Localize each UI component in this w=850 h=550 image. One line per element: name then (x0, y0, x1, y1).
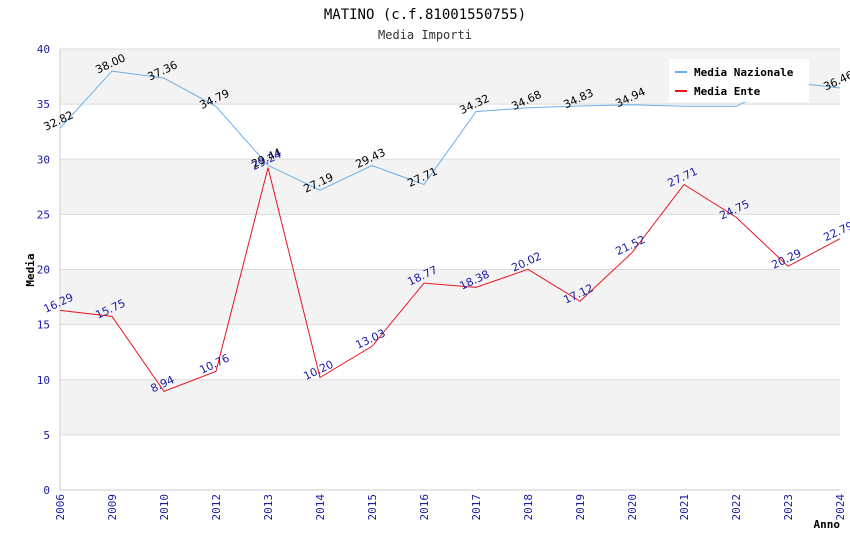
x-tick-label: 2010 (158, 494, 171, 521)
x-axis-label: Anno (814, 518, 841, 531)
data-label: 32.82 (41, 108, 75, 133)
data-label: 20.29 (769, 247, 803, 272)
x-tick-label: 2018 (522, 494, 535, 521)
y-tick-label: 35 (37, 98, 50, 111)
y-tick-label: 5 (43, 429, 50, 442)
legend-label: Media Nazionale (694, 66, 794, 79)
y-tick-label: 10 (37, 374, 50, 387)
chart-title: MATINO (c.f.81001550755) (324, 7, 526, 23)
series-line (59, 70, 841, 191)
legend-box (669, 59, 809, 102)
x-tick-label: 2016 (418, 494, 431, 521)
legend: Media Nazionale Media Ente (669, 59, 809, 102)
series-line (59, 167, 841, 393)
x-tick-label: 2019 (574, 494, 587, 521)
grid-bands (60, 49, 840, 435)
x-tick-labels: 2006 2009 2010 2012 2013 2014 2015 2016 2017 2018… (54, 494, 847, 521)
legend-label: Media Ente (694, 85, 761, 98)
grid-lines (60, 48, 840, 436)
y-tick-label: 20 (37, 264, 50, 277)
grid-band (60, 269, 840, 325)
x-tick-label: 2020 (626, 494, 639, 521)
x-tick-label: 2021 (678, 494, 691, 521)
x-tick-label: 2009 (106, 494, 119, 521)
grid-band (60, 379, 840, 435)
x-tick-label: 2015 (366, 494, 379, 521)
data-label: 10.20 (301, 358, 335, 383)
data-label: 10.76 (197, 352, 231, 377)
x-tick-label: 2014 (314, 494, 327, 521)
y-tick-label: 15 (37, 319, 50, 332)
series-layer (59, 70, 841, 393)
y-tick-label: 40 (37, 43, 50, 56)
data-label: 22.79 (821, 219, 850, 244)
y-tick-labels: 0 5 10 15 20 25 30 35 40 (37, 43, 50, 497)
x-tick-label: 2022 (730, 494, 743, 521)
y-tick-label: 30 (37, 153, 50, 166)
chart-subtitle: Media Importi (378, 28, 472, 42)
y-tick-label: 25 (37, 208, 50, 221)
x-tick-label: 2012 (210, 494, 223, 521)
data-label: 13.03 (353, 327, 387, 352)
y-tick-label: 0 (43, 484, 50, 497)
x-tick-label: 2006 (54, 494, 67, 521)
grid-band (60, 159, 840, 215)
y-axis-label: Media (24, 253, 37, 286)
x-tick-label: 2023 (782, 494, 795, 521)
x-tick-label: 2017 (470, 494, 483, 521)
x-tick-label: 2024 (834, 494, 847, 521)
x-tick-label: 2013 (262, 494, 275, 521)
